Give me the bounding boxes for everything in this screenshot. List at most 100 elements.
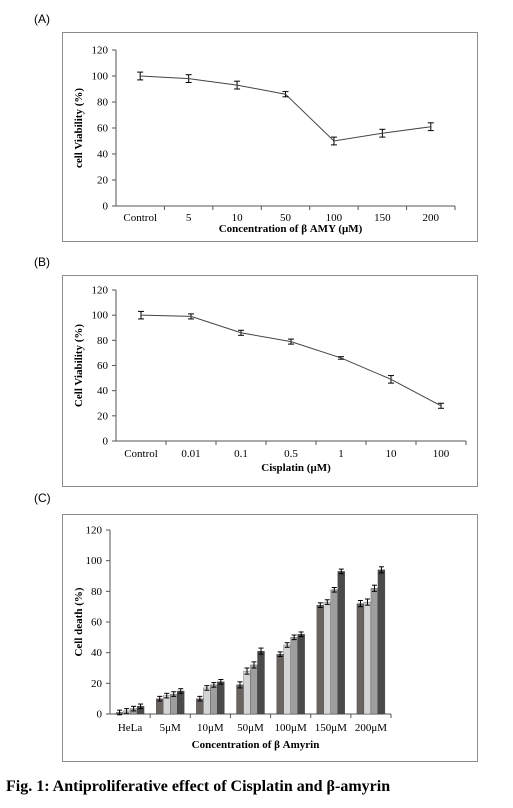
bar	[337, 571, 345, 715]
panel-label-c: (C)	[34, 491, 51, 505]
bar	[203, 687, 211, 715]
bar	[316, 604, 324, 715]
bar-error-bar	[244, 667, 250, 675]
y-tick-label: 60	[97, 360, 109, 372]
bar	[377, 569, 386, 715]
bar-error-bar	[324, 599, 330, 605]
bar-error-bar	[277, 651, 283, 657]
x-tick-label: HeLa	[118, 722, 143, 734]
y-tick-label: 100	[92, 71, 109, 83]
bar-error-bar	[357, 600, 363, 608]
x-tick-label: 100μM	[275, 722, 307, 734]
x-tick-label: 150μM	[315, 722, 347, 734]
y-tick-label: 0	[97, 709, 103, 721]
bar	[236, 684, 244, 715]
y-tick-label: 120	[92, 285, 109, 297]
chart-a-data-point	[333, 140, 335, 142]
bar-error-bar	[117, 709, 123, 716]
y-tick-label: 60	[97, 123, 109, 135]
chart-b-data-point	[440, 404, 442, 407]
chart-a-data-point	[284, 93, 287, 95]
chart-a-data-point	[187, 77, 190, 80]
x-tick-label: 0.5	[284, 448, 298, 460]
bar-error-bar	[138, 703, 144, 710]
bar-error-bar	[371, 584, 377, 592]
y-tick-label: 120	[92, 45, 109, 57]
bar-error-bar	[131, 705, 137, 712]
bar-error-bar	[284, 642, 290, 648]
bar-error-bar	[204, 685, 210, 691]
bar-error-bar	[157, 695, 163, 702]
y-tick-label: 60	[91, 617, 103, 629]
bar	[323, 601, 331, 715]
x-tick-label: 200	[423, 212, 440, 224]
bar	[363, 601, 372, 715]
bar	[257, 650, 265, 715]
bar-error-bar	[338, 568, 344, 575]
bar	[290, 637, 298, 715]
bar-error-bar	[298, 631, 304, 638]
y-axis-label: cell Viability (%)	[73, 88, 85, 168]
chart-a-data-point	[139, 75, 142, 77]
y-tick-label: 40	[97, 149, 109, 161]
chart-b-data-point	[140, 314, 142, 316]
x-tick-label: 5	[186, 212, 192, 224]
bar	[250, 664, 258, 715]
x-tick-label: 10	[232, 212, 244, 224]
bar-error-bar	[171, 691, 177, 697]
y-tick-label: 20	[97, 410, 109, 422]
x-axis-label: Cisplatin (μM)	[261, 462, 331, 474]
bar-error-bar	[218, 679, 224, 685]
x-tick-label: 150	[374, 212, 391, 224]
x-tick-label: 5μM	[160, 722, 181, 734]
x-tick-label: 1	[338, 448, 344, 460]
bar-error-bar	[317, 602, 323, 608]
chart-c-frame	[62, 514, 478, 762]
bar	[330, 589, 338, 715]
bar-error-bar	[258, 647, 264, 655]
chart-b-data-point	[390, 378, 392, 381]
x-tick-label: Control	[124, 448, 158, 460]
bar-error-bar	[331, 587, 337, 593]
x-tick-label: 100	[433, 448, 450, 460]
x-tick-label: 50	[280, 212, 292, 224]
chart-a-frame	[62, 32, 478, 242]
chart-b-data-point	[240, 331, 242, 334]
x-tick-label: Control	[123, 212, 157, 224]
chart-a-data-point	[236, 84, 238, 86]
bar-error-bar	[211, 682, 217, 688]
bar	[217, 681, 225, 715]
figure-caption: Fig. 1: Antiproliferative effect of Cisp…	[6, 778, 391, 795]
x-tick-label: 10	[386, 448, 398, 460]
y-tick-label: 80	[97, 97, 109, 109]
y-tick-label: 20	[97, 175, 109, 187]
x-tick-label: 200μM	[355, 722, 387, 734]
bar	[297, 634, 305, 715]
chart-b-frame	[62, 275, 478, 487]
y-axis-label: Cell Viability (%)	[73, 324, 85, 407]
bar-error-bar	[291, 634, 297, 641]
y-tick-label: 0	[103, 436, 109, 448]
x-tick-label: 0.1	[234, 448, 248, 460]
bar	[243, 670, 251, 715]
y-tick-label: 0	[103, 201, 109, 213]
chart-b-data-point	[290, 340, 292, 343]
bar-error-bar	[124, 708, 130, 714]
y-tick-label: 40	[97, 385, 109, 397]
bar	[370, 588, 379, 715]
bar	[356, 603, 365, 715]
bar-error-bar	[378, 566, 384, 574]
bar	[276, 654, 284, 715]
bar	[283, 644, 291, 715]
y-tick-label: 120	[86, 525, 103, 537]
chart-a-data-point	[429, 125, 432, 128]
y-tick-label: 80	[97, 335, 109, 347]
y-tick-label: 100	[86, 555, 103, 567]
y-tick-label: 100	[92, 310, 109, 322]
x-tick-label: 0.01	[181, 448, 200, 460]
x-tick-label: 10μM	[197, 722, 224, 734]
bar-error-bar	[197, 695, 203, 702]
